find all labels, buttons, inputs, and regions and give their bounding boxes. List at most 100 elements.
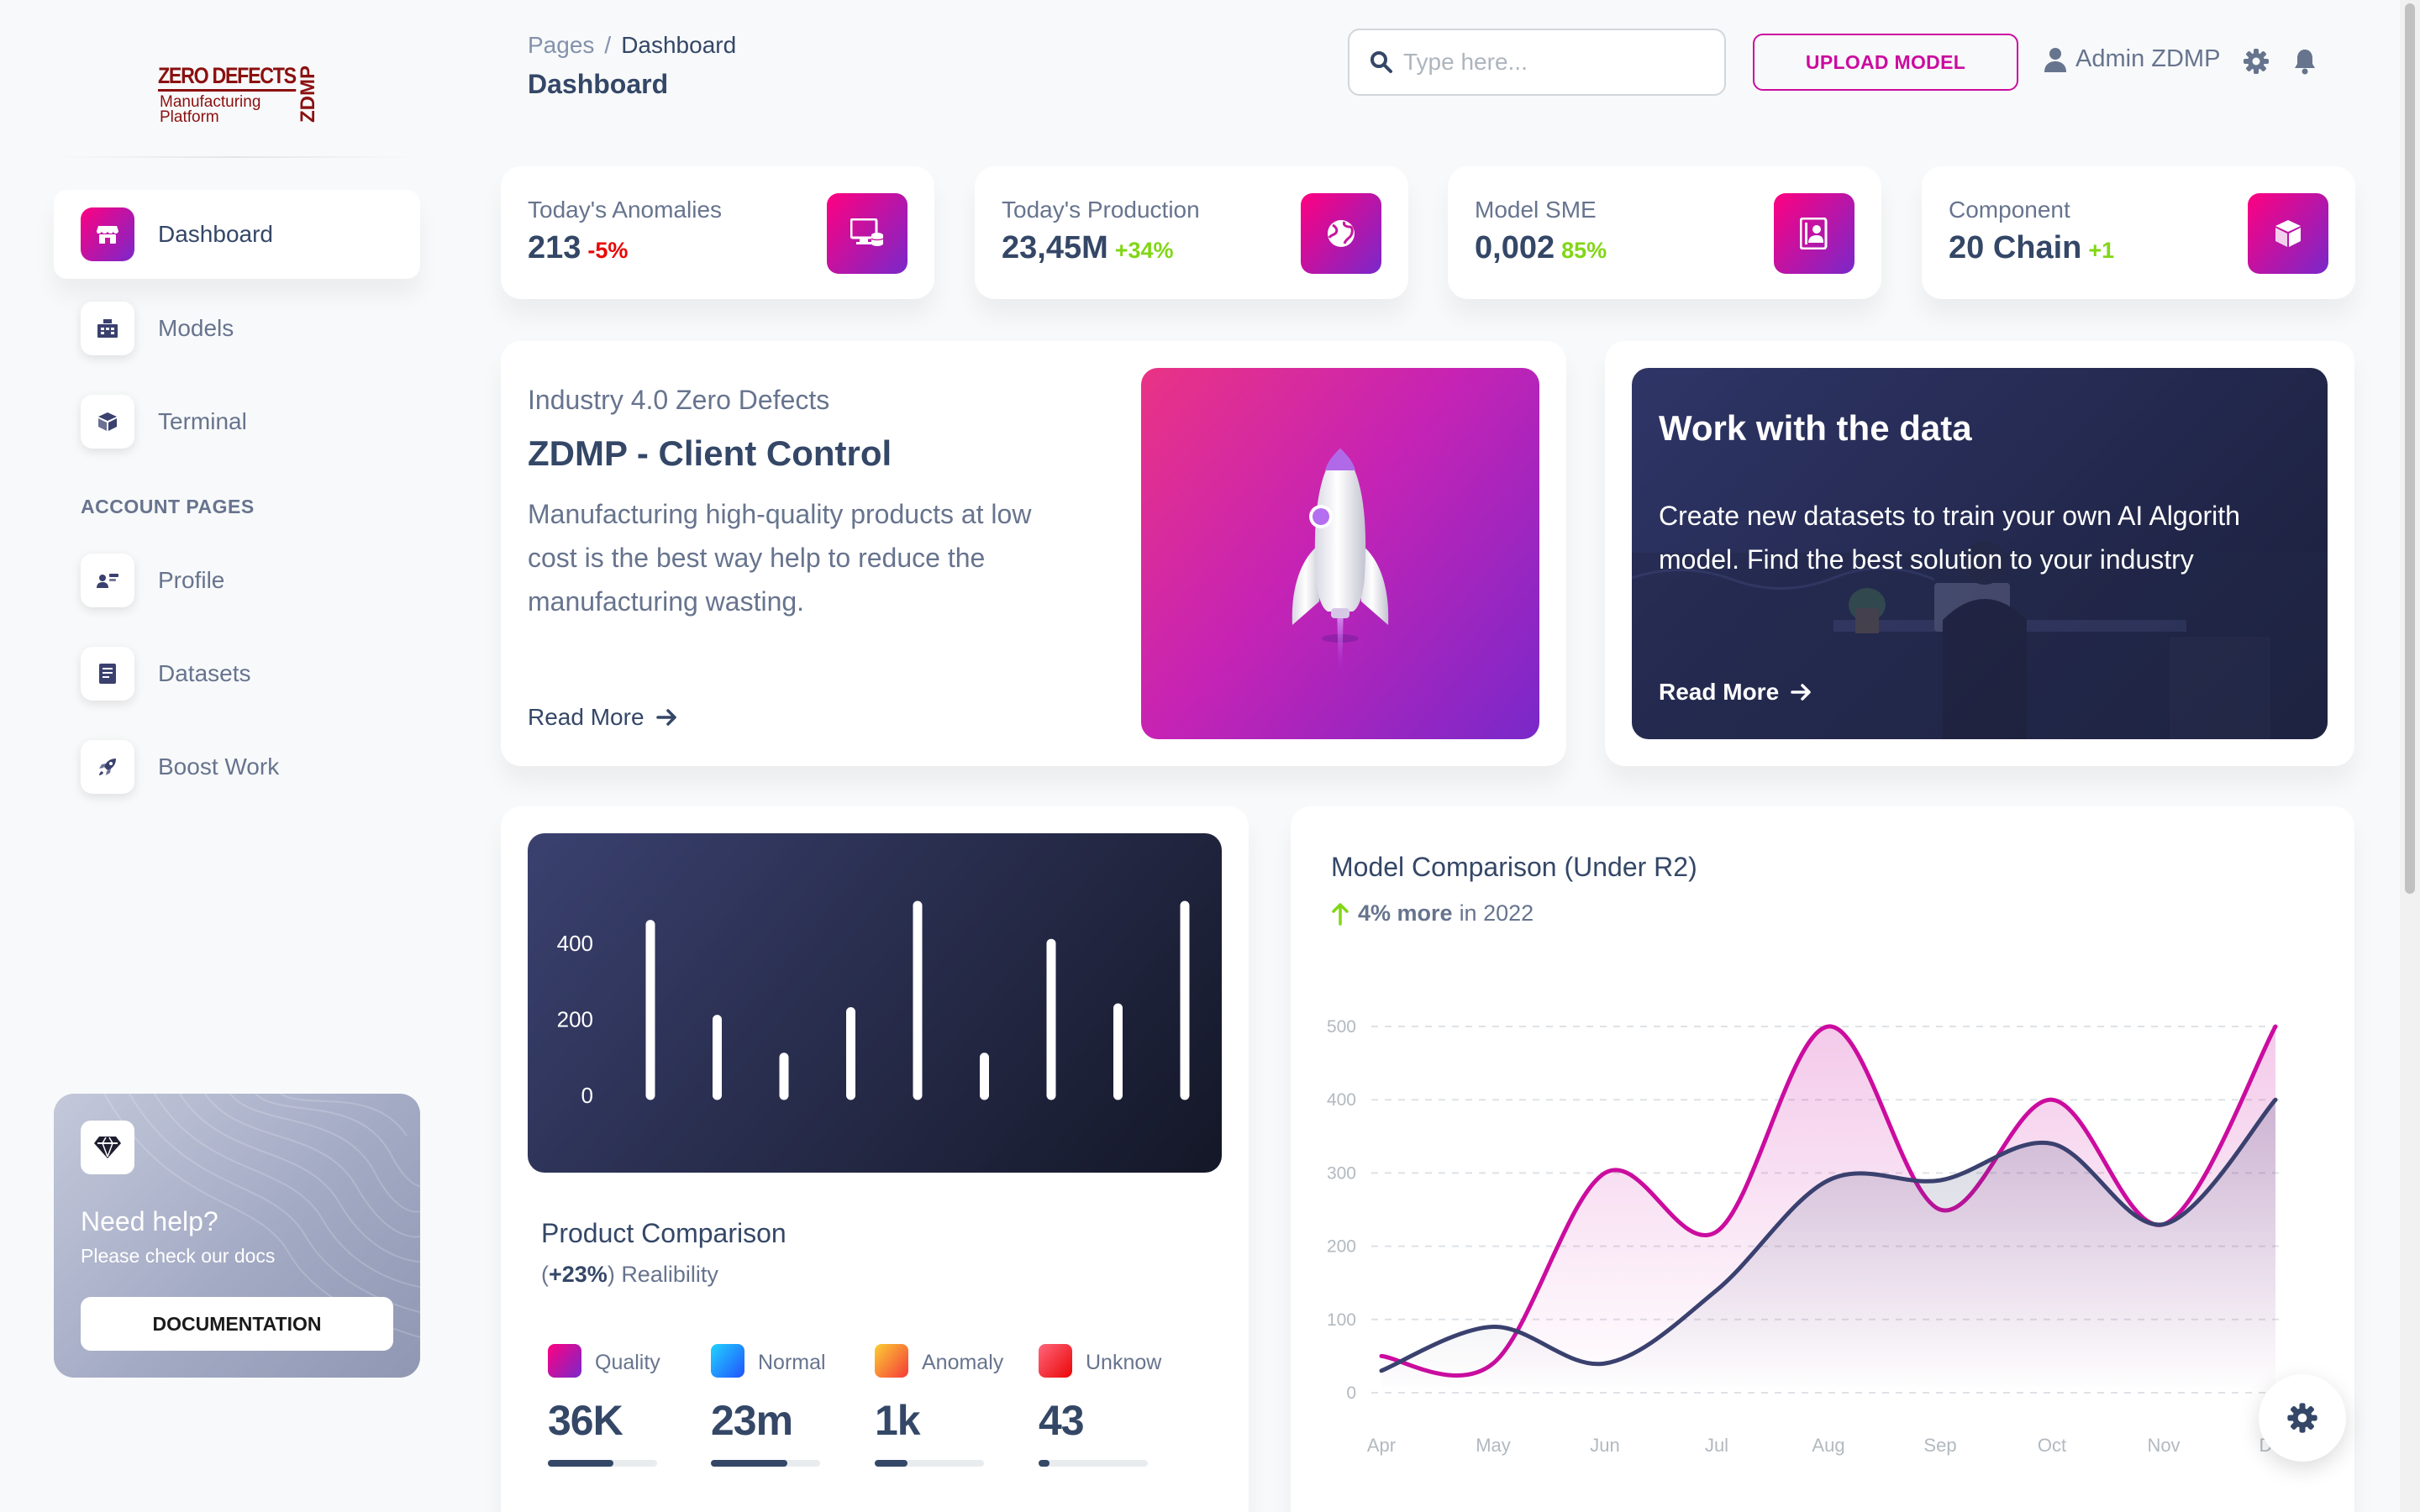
settings-fab[interactable] bbox=[2259, 1374, 2346, 1462]
data-card-description: Create new datasets to train your own AI… bbox=[1659, 501, 2240, 575]
stat-number: 0,002 bbox=[1475, 230, 1555, 265]
shop-icon bbox=[81, 207, 134, 261]
sidebar-item-datasets[interactable]: Datasets bbox=[54, 629, 420, 718]
sidebar-item-terminal[interactable]: Terminal bbox=[54, 377, 420, 466]
cube-icon bbox=[2248, 193, 2328, 274]
arrow-right-icon bbox=[1791, 684, 1811, 701]
legend-progress-fill bbox=[1039, 1460, 1050, 1467]
gear-icon[interactable] bbox=[2242, 47, 2270, 76]
legend-name: Normal bbox=[758, 1351, 826, 1374]
brand-logo[interactable]: ZERO DEFECTS Manufacturing Platform ZDMP bbox=[158, 59, 323, 129]
product-comparison-growth: +23% bbox=[549, 1262, 608, 1287]
document-icon bbox=[81, 647, 134, 701]
stat-number: 23,45M bbox=[1002, 230, 1108, 265]
search-box[interactable] bbox=[1348, 29, 1726, 96]
brand-vertical: ZDMP bbox=[296, 60, 321, 128]
model-comparison-growth-suffix: in 2022 bbox=[1459, 900, 1534, 926]
legend-name: Unknow bbox=[1086, 1351, 1162, 1374]
hero-title: ZDMP - Client Control bbox=[528, 433, 892, 473]
model-comparison-card: Model Comparison (Under R2) 4% more in 2… bbox=[1291, 806, 2354, 1512]
user-menu[interactable]: Admin ZDMP bbox=[2044, 45, 2220, 73]
stat-delta: +1 bbox=[2088, 238, 2115, 263]
read-more-label: Read More bbox=[528, 704, 644, 730]
sidebar: ZERO DEFECTS Manufacturing Platform ZDMP… bbox=[0, 0, 471, 1512]
sidebar-item-boost-work[interactable]: Boost Work bbox=[54, 722, 420, 811]
line-x-tick: Aug bbox=[1812, 1435, 1844, 1456]
globe-icon bbox=[1301, 193, 1381, 274]
legend-progress bbox=[1039, 1460, 1148, 1467]
series-line bbox=[1379, 1024, 2278, 1378]
user-name: Admin ZDMP bbox=[2075, 45, 2221, 72]
work-with-data-card: Work with the data Create new datasets t… bbox=[1605, 341, 2354, 766]
brand-line-3: Platform bbox=[160, 108, 219, 126]
stat-label: Today's Anomalies bbox=[528, 197, 723, 223]
help-card: Need help? Please check our docs DOCUMEN… bbox=[54, 1094, 420, 1378]
upload-model-button[interactable]: UPLOAD MODEL bbox=[1753, 34, 2018, 91]
legend-value: 23m bbox=[711, 1397, 793, 1444]
unknow-swatch bbox=[1039, 1344, 1072, 1378]
bell-icon[interactable] bbox=[2291, 47, 2319, 76]
legend-progress-fill bbox=[875, 1460, 908, 1467]
scrollbar-thumb[interactable] bbox=[2405, 3, 2415, 894]
line-x-tick: Nov bbox=[2147, 1435, 2180, 1456]
line-x-tick: Sep bbox=[1923, 1435, 1956, 1456]
hero-subtitle: Industry 4.0 Zero Defects bbox=[528, 385, 830, 415]
breadcrumb-current: Dashboard bbox=[621, 32, 737, 58]
search-icon bbox=[1366, 47, 1397, 77]
rocket-icon bbox=[1292, 449, 1389, 672]
work-with-data-panel: Work with the data Create new datasets t… bbox=[1632, 368, 2328, 739]
breadcrumb: Pages / Dashboard bbox=[528, 32, 736, 59]
model-comparison-subtitle: 4% more in 2022 bbox=[1331, 900, 1534, 927]
line-y-tick: 400 bbox=[1327, 1090, 1356, 1110]
stat-delta: -5% bbox=[587, 238, 629, 263]
help-subtitle: Please check our docs bbox=[81, 1245, 276, 1267]
breadcrumb-root[interactable]: Pages bbox=[528, 32, 595, 58]
series-area bbox=[1381, 1100, 2275, 1393]
doc-user-icon bbox=[1774, 193, 1854, 274]
line-y-tick: 100 bbox=[1327, 1310, 1356, 1330]
bar-chart-panel: 400 200 0 bbox=[528, 833, 1222, 1173]
sidebar-item-models[interactable]: Models bbox=[54, 284, 420, 373]
model-comparison-growth: 4% more bbox=[1358, 900, 1453, 926]
page-title: Dashboard bbox=[528, 69, 669, 99]
model-comparison-title: Model Comparison (Under R2) bbox=[1331, 852, 1697, 882]
bar-chart: 400 200 0 bbox=[557, 900, 1190, 1108]
data-card-read-more-link[interactable]: Read More bbox=[1659, 679, 1812, 706]
line-x-tick: Jul bbox=[1705, 1435, 1728, 1456]
stat-card-model-sme: Model SME 0,002 85% bbox=[1448, 166, 1881, 299]
product-comparison-subtitle: (+23%) Realibility bbox=[541, 1262, 718, 1287]
arrow-right-icon bbox=[655, 709, 676, 726]
hero-read-more-link[interactable]: Read More bbox=[528, 704, 678, 731]
stat-value: 0,002 85% bbox=[1475, 230, 1607, 266]
legend-value: 1k bbox=[875, 1397, 921, 1444]
anomaly-swatch bbox=[875, 1344, 908, 1378]
sidebar-item-profile[interactable]: Profile bbox=[54, 536, 420, 625]
line-y-tick: 200 bbox=[1327, 1237, 1356, 1257]
hero-description: Manufacturing high-quality products at l… bbox=[528, 499, 1032, 617]
sidebar-item-dashboard[interactable]: Dashboard bbox=[54, 190, 420, 279]
legend-progress bbox=[711, 1460, 820, 1467]
read-more-label: Read More bbox=[1659, 679, 1780, 705]
section-title-account: ACCOUNT PAGES bbox=[81, 496, 255, 517]
rocket-icon bbox=[81, 740, 134, 794]
legend-progress bbox=[548, 1460, 657, 1467]
stat-delta: +34% bbox=[1114, 238, 1174, 263]
stat-delta: 85% bbox=[1561, 238, 1607, 263]
page-scrollbar[interactable] bbox=[2400, 0, 2420, 1512]
stat-label: Component bbox=[1949, 197, 2070, 223]
stat-value: 20 Chain +1 bbox=[1949, 230, 2114, 266]
line-y-tick: 500 bbox=[1327, 1017, 1356, 1037]
documentation-button[interactable]: DOCUMENTATION bbox=[81, 1297, 393, 1351]
search-input[interactable] bbox=[1403, 49, 1714, 76]
user-icon bbox=[2044, 47, 2066, 72]
stat-value: 23,45M +34% bbox=[1002, 230, 1174, 266]
line-x-tick: Jun bbox=[1590, 1435, 1619, 1456]
legend-name: Quality bbox=[595, 1351, 660, 1374]
normal-swatch bbox=[711, 1344, 744, 1378]
sidebar-item-label: Models bbox=[158, 315, 234, 341]
data-card-title: Work with the data bbox=[1659, 408, 1972, 448]
legend-value: 43 bbox=[1039, 1397, 1085, 1444]
breadcrumb-separator: / bbox=[604, 32, 612, 58]
sidebar-item-label: Profile bbox=[158, 567, 225, 593]
box-icon bbox=[81, 395, 134, 449]
